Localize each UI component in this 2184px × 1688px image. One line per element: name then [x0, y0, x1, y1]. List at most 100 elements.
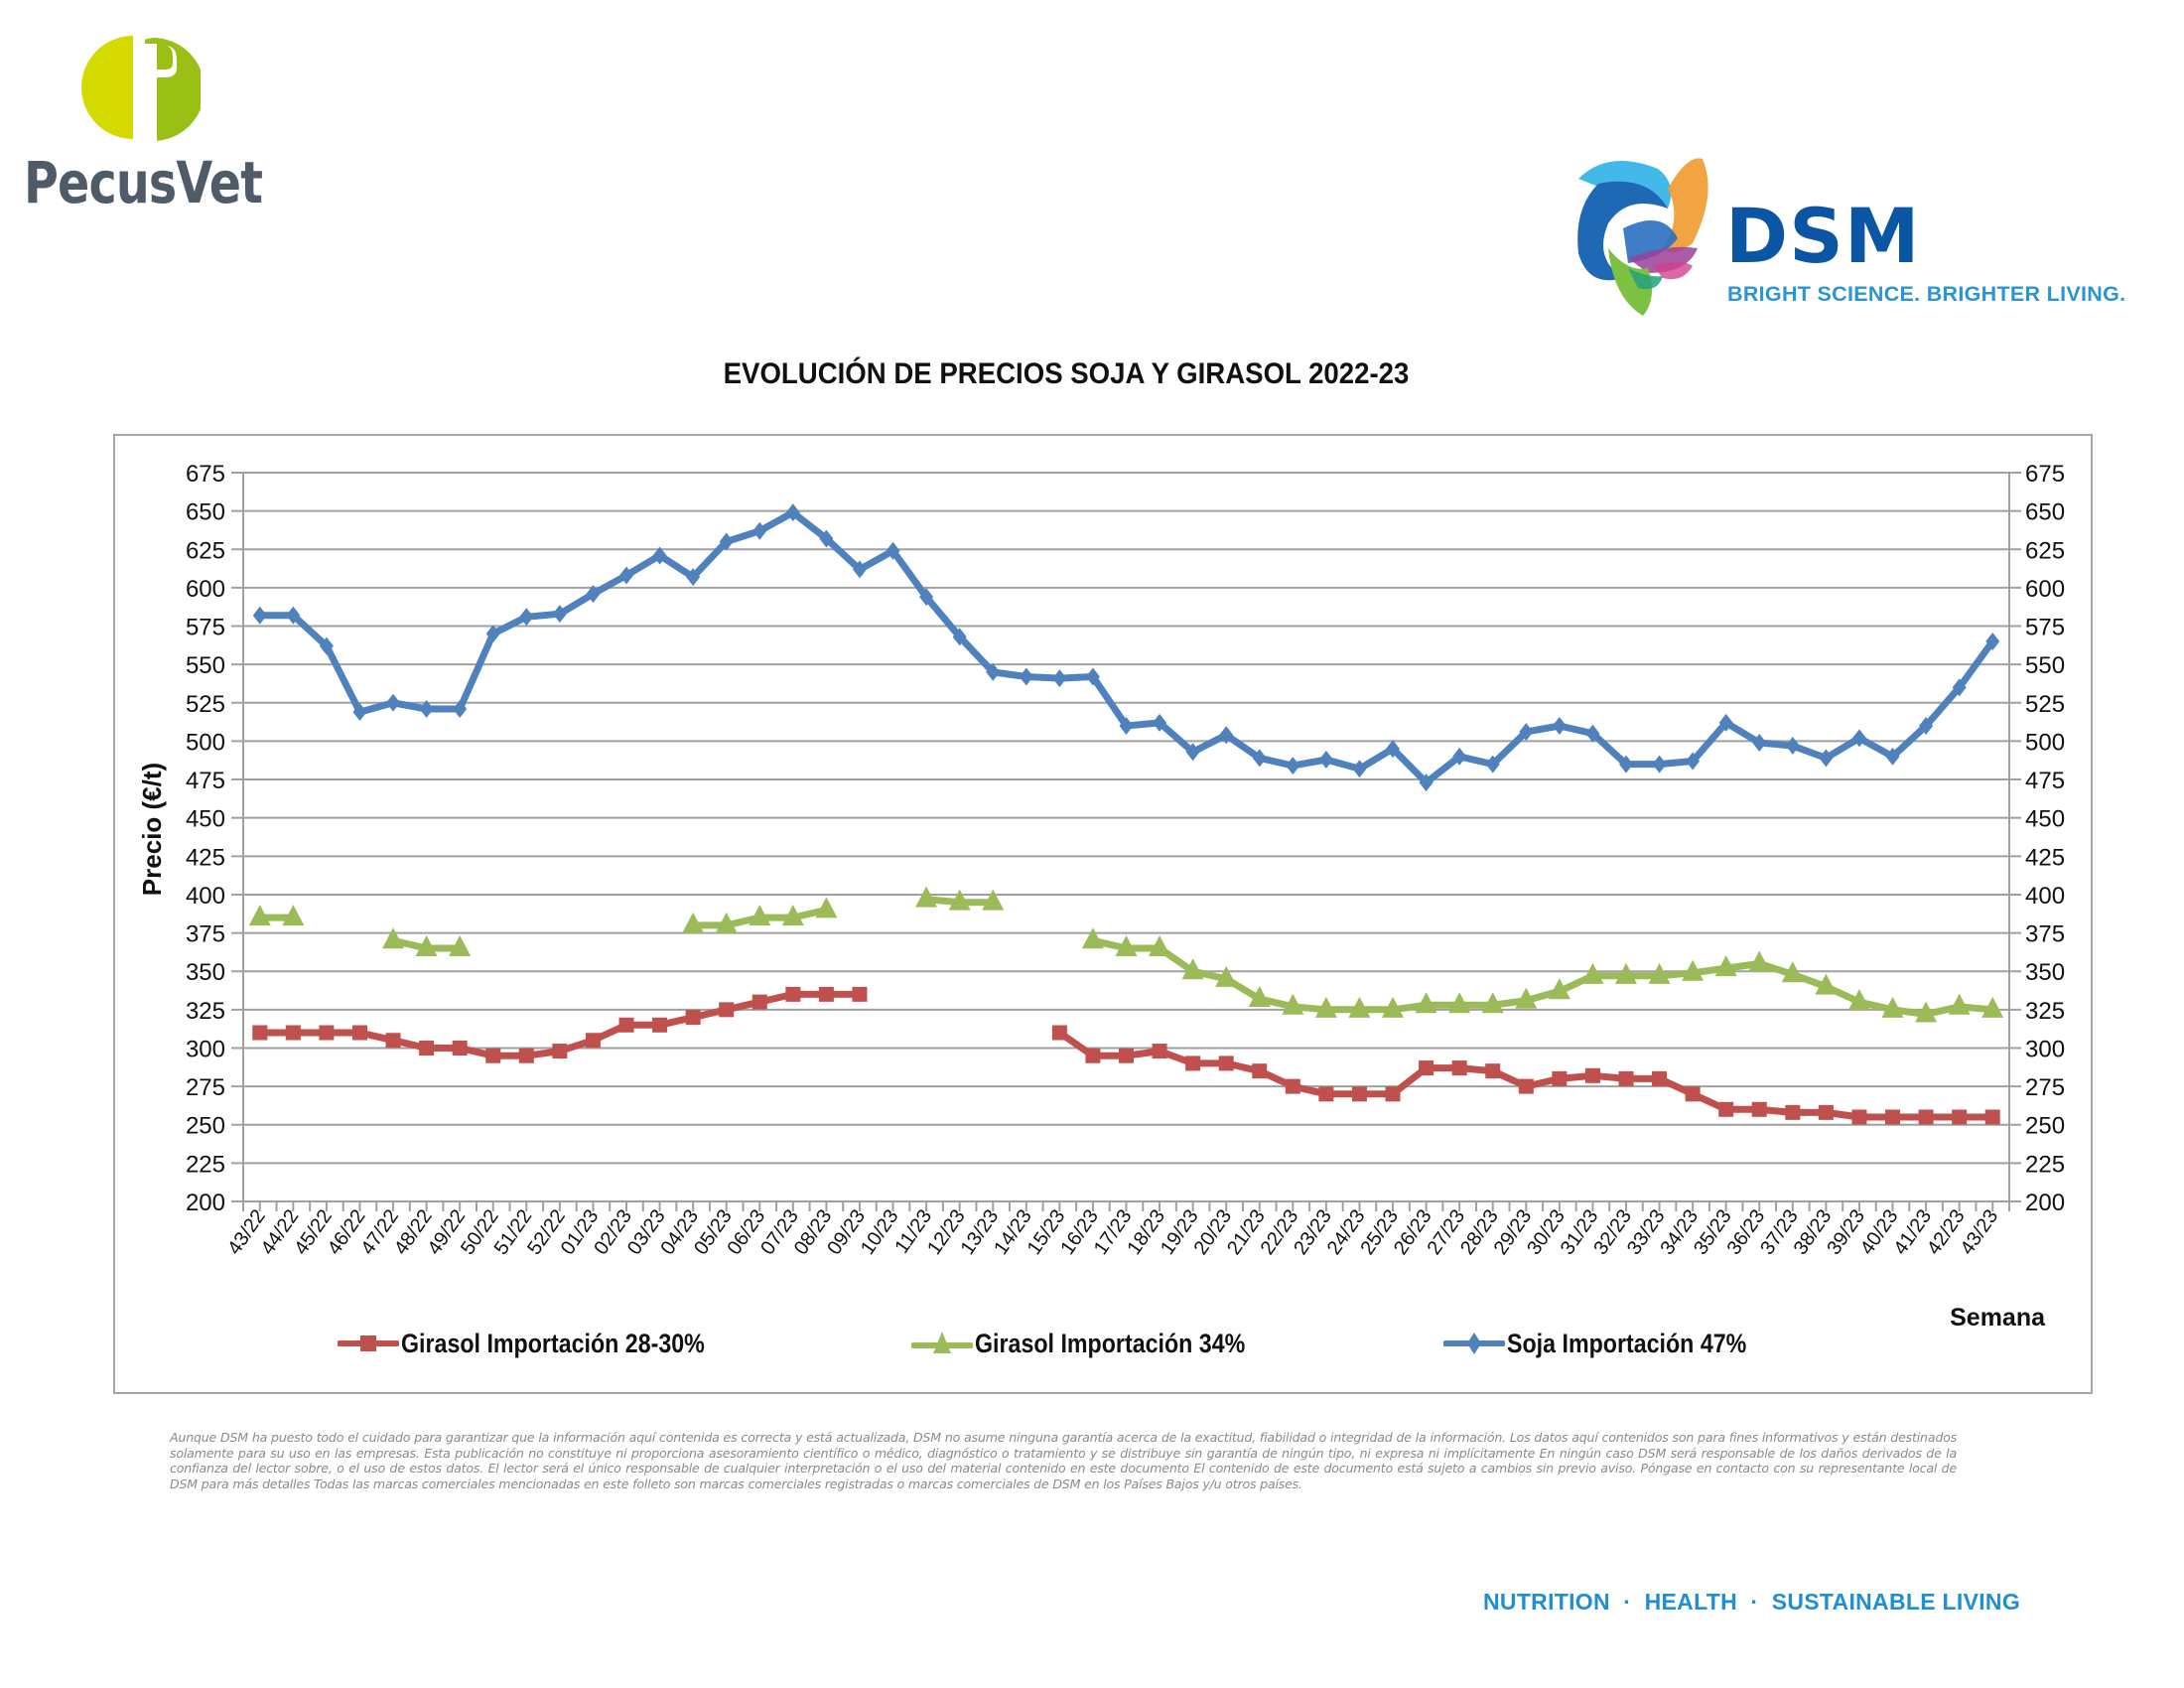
y-tick-label-right: 425: [2025, 844, 2065, 871]
data-point-diamond: [1919, 716, 1934, 735]
y-tick-label-right: 500: [2025, 729, 2065, 756]
legend-label: Girasol Importación 28-30%: [401, 1328, 705, 1358]
data-point-square: [1351, 1086, 1367, 1102]
data-point-square: [1318, 1086, 1334, 1102]
data-point-diamond: [319, 636, 334, 655]
data-point-square: [1119, 1048, 1134, 1063]
data-point-square: [518, 1048, 534, 1063]
data-point-triangle: [1714, 955, 1737, 977]
data-point-diamond: [1985, 632, 2000, 650]
legend-item-soja-47: Soja Importación 47%: [1443, 1324, 1786, 1363]
data-point-triangle: [1614, 962, 1637, 984]
data-point-square: [1385, 1086, 1401, 1102]
data-point-diamond: [1185, 743, 1200, 762]
legend-diamond-marker-icon: [1443, 1333, 1505, 1354]
data-point-triangle: [1548, 978, 1570, 1000]
data-point-square: [1751, 1101, 1767, 1117]
data-point-diamond: [1119, 716, 1134, 735]
data-point-square: [618, 1017, 634, 1033]
data-point-diamond: [1652, 755, 1667, 774]
data-point-square: [1885, 1109, 1901, 1125]
disclaimer-text: Aunque DSM ha puesto todo el cuidado par…: [170, 1430, 1957, 1491]
data-point-square: [385, 1033, 401, 1049]
legend-label: Soja Importación 47%: [1507, 1328, 1747, 1358]
legend-label: Girasol Importación 34%: [975, 1328, 1246, 1358]
y-tick-label-right: 525: [2025, 691, 2065, 718]
y-tick-label-left: 350: [186, 959, 225, 986]
series-line: [1055, 1029, 1996, 1121]
data-point-diamond: [1718, 713, 1733, 732]
data-point-square: [652, 1017, 668, 1033]
footer-tagline: NUTRITION · HEALTH · SUSTAINABLE LIVING: [1483, 1589, 2021, 1615]
y-tick-label-left: 475: [186, 768, 225, 794]
data-point-triangle: [1415, 992, 1437, 1014]
y-tick-label-left: 625: [186, 537, 225, 564]
data-point-triangle: [1348, 996, 1371, 1018]
data-point-triangle: [1181, 958, 1204, 980]
data-point-diamond: [1552, 716, 1567, 735]
y-tick-label-left: 650: [186, 499, 225, 526]
data-point-square: [785, 986, 801, 1002]
data-point-square: [585, 1033, 601, 1049]
data-point-diamond: [1485, 755, 1500, 774]
y-tick-label-left: 400: [186, 883, 225, 910]
data-point-square: [1552, 1070, 1568, 1086]
data-point-square: [1252, 1063, 1268, 1079]
y-tick-label-right: 450: [2025, 806, 2065, 833]
data-point-diamond: [852, 560, 867, 579]
data-point-diamond: [619, 566, 634, 585]
series-line: [1089, 936, 1996, 1018]
data-point-diamond: [386, 693, 401, 712]
y-axis-title: Precio (€/t): [137, 763, 167, 896]
data-point-square: [1152, 1044, 1167, 1059]
y-tick-label-right: 550: [2025, 652, 2065, 679]
data-point-square: [319, 1025, 335, 1041]
data-point-square: [1218, 1055, 1234, 1071]
data-point-triangle: [1847, 989, 1870, 1011]
data-point-diamond: [1085, 667, 1100, 686]
data-point-diamond: [1419, 774, 1433, 792]
y-tick-label-right: 600: [2025, 576, 2065, 603]
y-tick-label-left: 525: [186, 691, 225, 718]
y-tick-label-right: 250: [2025, 1113, 2065, 1140]
data-point-diamond: [1819, 749, 1834, 768]
data-point-diamond: [1952, 678, 1967, 697]
data-point-square: [1485, 1063, 1501, 1079]
data-point-diamond: [1052, 669, 1067, 688]
data-point-triangle: [815, 897, 838, 918]
y-tick-label-right: 275: [2025, 1074, 2065, 1101]
y-tick-label-right: 625: [2025, 537, 2065, 564]
data-point-diamond: [1885, 747, 1900, 766]
data-point-square: [285, 1025, 301, 1041]
data-point-triangle: [1781, 961, 1804, 983]
y-tick-label-right: 675: [2025, 461, 2065, 488]
data-point-diamond: [1286, 757, 1300, 775]
price-line-chart: 675 675 650 650 625 625 600 600 575 575 550 550 525 5…: [137, 461, 2065, 1332]
data-point-triangle: [1581, 962, 1604, 984]
data-point-diamond: [1452, 747, 1467, 766]
data-point-triangle: [1881, 996, 1904, 1018]
y-tick-label-right: 575: [2025, 615, 2065, 641]
data-point-diamond: [1252, 749, 1267, 768]
data-point-triangle: [248, 905, 271, 926]
y-tick-label-left: 250: [186, 1113, 225, 1140]
y-tick-label-left: 575: [186, 615, 225, 641]
data-point-diamond: [1851, 729, 1866, 748]
pecusvet-logo: PecusVet: [20, 28, 263, 221]
y-tick-label-right: 350: [2025, 959, 2065, 986]
data-point-diamond: [686, 568, 701, 587]
data-point-triangle: [1682, 959, 1705, 981]
data-point-triangle: [1748, 950, 1771, 972]
x-axis-title: Semana: [1950, 1304, 2046, 1332]
data-point-square: [1952, 1109, 1968, 1125]
data-point-square: [1051, 1025, 1067, 1041]
data-point-triangle: [682, 912, 705, 933]
pecusvet-wordmark: PecusVet: [24, 149, 263, 216]
data-point-square: [419, 1040, 435, 1055]
x-tick-label: 10/23: [857, 1205, 903, 1259]
data-point-square: [818, 986, 834, 1002]
data-point-diamond: [1752, 733, 1767, 752]
data-point-triangle: [1815, 973, 1838, 995]
series: [248, 503, 2004, 1125]
data-point-diamond: [819, 529, 834, 548]
